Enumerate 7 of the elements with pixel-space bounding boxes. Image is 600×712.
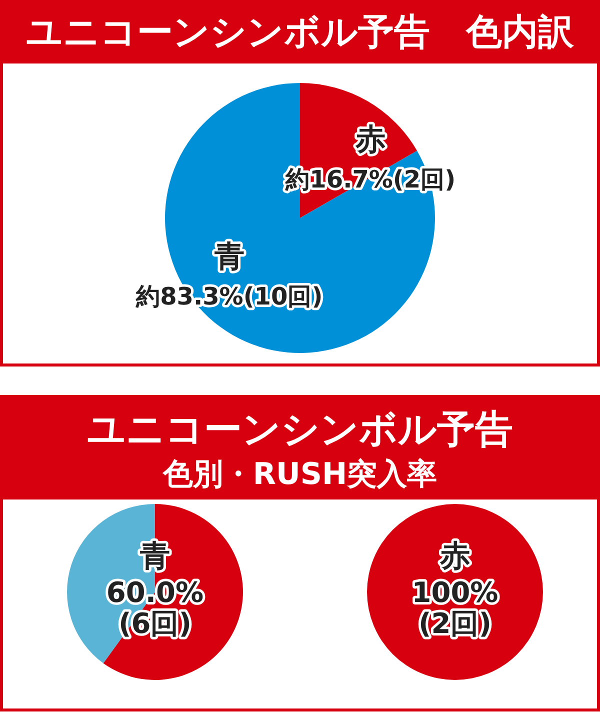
- text: 赤: [439, 539, 470, 574]
- slice-label: 赤: [354, 122, 386, 158]
- chart-title: ユニコーンシンボル予告: [87, 407, 513, 451]
- chart-subtitle: 色別・RUSH突入率: [162, 457, 438, 492]
- chart-title: ユニコーンシンボル予告 色内訳: [26, 12, 575, 53]
- slice-label: 青: [213, 239, 244, 274]
- data-label: 100% (2回): [412, 576, 498, 640]
